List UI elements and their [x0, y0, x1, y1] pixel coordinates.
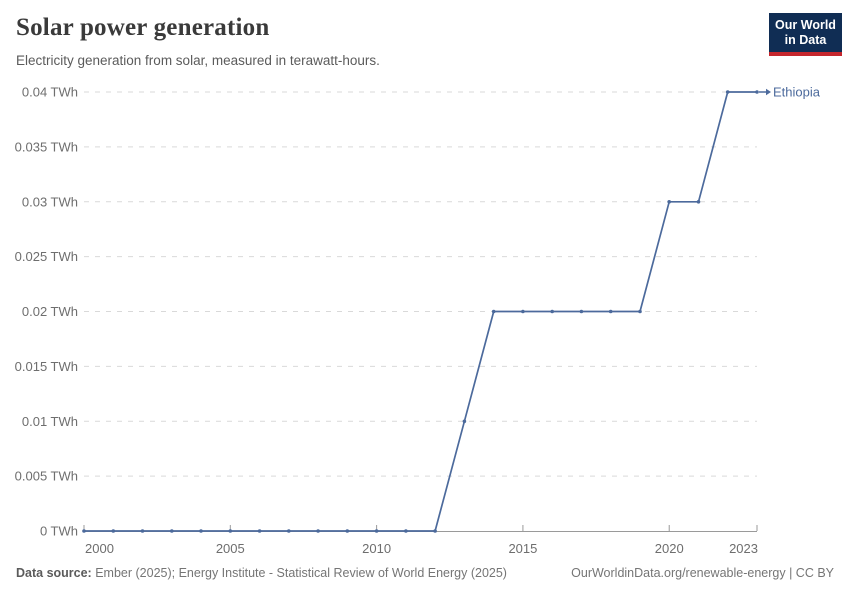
data-point-marker [608, 309, 613, 314]
data-source-note: Data source: Ember (2025); Energy Instit… [16, 565, 507, 582]
owid-logo-line1: Our World [775, 18, 836, 32]
y-tick-label: 0.025 TWh [15, 249, 78, 264]
data-point-marker [374, 529, 379, 533]
owid-logo[interactable]: Our World in Data [769, 13, 842, 56]
data-source-text: Ember (2025); Energy Institute - Statist… [95, 566, 507, 580]
y-tick-label: 0.015 TWh [15, 359, 78, 374]
x-tick-label: 2010 [362, 541, 391, 556]
credit-link[interactable]: OurWorldinData.org/renewable-energy | CC… [571, 566, 834, 580]
data-point-marker [170, 529, 174, 533]
data-point-marker [550, 309, 554, 314]
data-point-marker [579, 309, 584, 314]
data-point-marker [404, 529, 408, 533]
data-point-marker [345, 529, 350, 533]
series-end-label[interactable]: Ethiopia [773, 85, 821, 100]
data-point-marker [667, 200, 671, 204]
data-point-marker [140, 529, 145, 533]
data-point-marker [521, 309, 525, 314]
data-point-marker [287, 529, 291, 533]
y-tick-label: 0.02 TWh [22, 304, 78, 319]
data-point-marker [199, 529, 203, 533]
data-point-marker [638, 309, 642, 314]
data-source-label: Data source: [16, 566, 92, 580]
data-point-marker [257, 529, 262, 533]
data-point-marker [111, 529, 116, 533]
data-point-marker [725, 90, 730, 94]
x-tick-label: 2023 [729, 541, 758, 556]
series-line-ethiopia[interactable] [84, 91, 757, 532]
x-tick-label: 2015 [508, 541, 537, 556]
series-end-arrow-icon [766, 88, 771, 96]
data-point-marker [491, 309, 496, 314]
y-tick-label: 0.005 TWh [15, 469, 78, 484]
data-point-marker [462, 419, 467, 424]
x-tick-label: 2005 [216, 541, 245, 556]
data-point-marker [316, 529, 320, 533]
data-point-marker [755, 90, 759, 94]
y-tick-label: 0.03 TWh [22, 194, 78, 209]
y-tick-label: 0.035 TWh [15, 139, 78, 154]
owid-logo-line2: in Data [784, 33, 827, 47]
y-tick-label: 0 TWh [40, 524, 78, 539]
y-tick-label: 0.01 TWh [22, 414, 78, 429]
data-point-marker [228, 529, 233, 533]
data-point-marker [433, 529, 437, 533]
chart-footer: Data source: Ember (2025); Energy Instit… [16, 565, 834, 582]
data-point-marker [696, 200, 701, 204]
x-tick-label: 2020 [655, 541, 684, 556]
x-tick-label: 2000 [85, 541, 114, 556]
chart-subtitle: Electricity generation from solar, measu… [16, 53, 380, 68]
y-tick-label: 0.04 TWh [22, 85, 78, 100]
chart-title: Solar power generation [16, 14, 270, 41]
data-point-marker [82, 529, 86, 533]
